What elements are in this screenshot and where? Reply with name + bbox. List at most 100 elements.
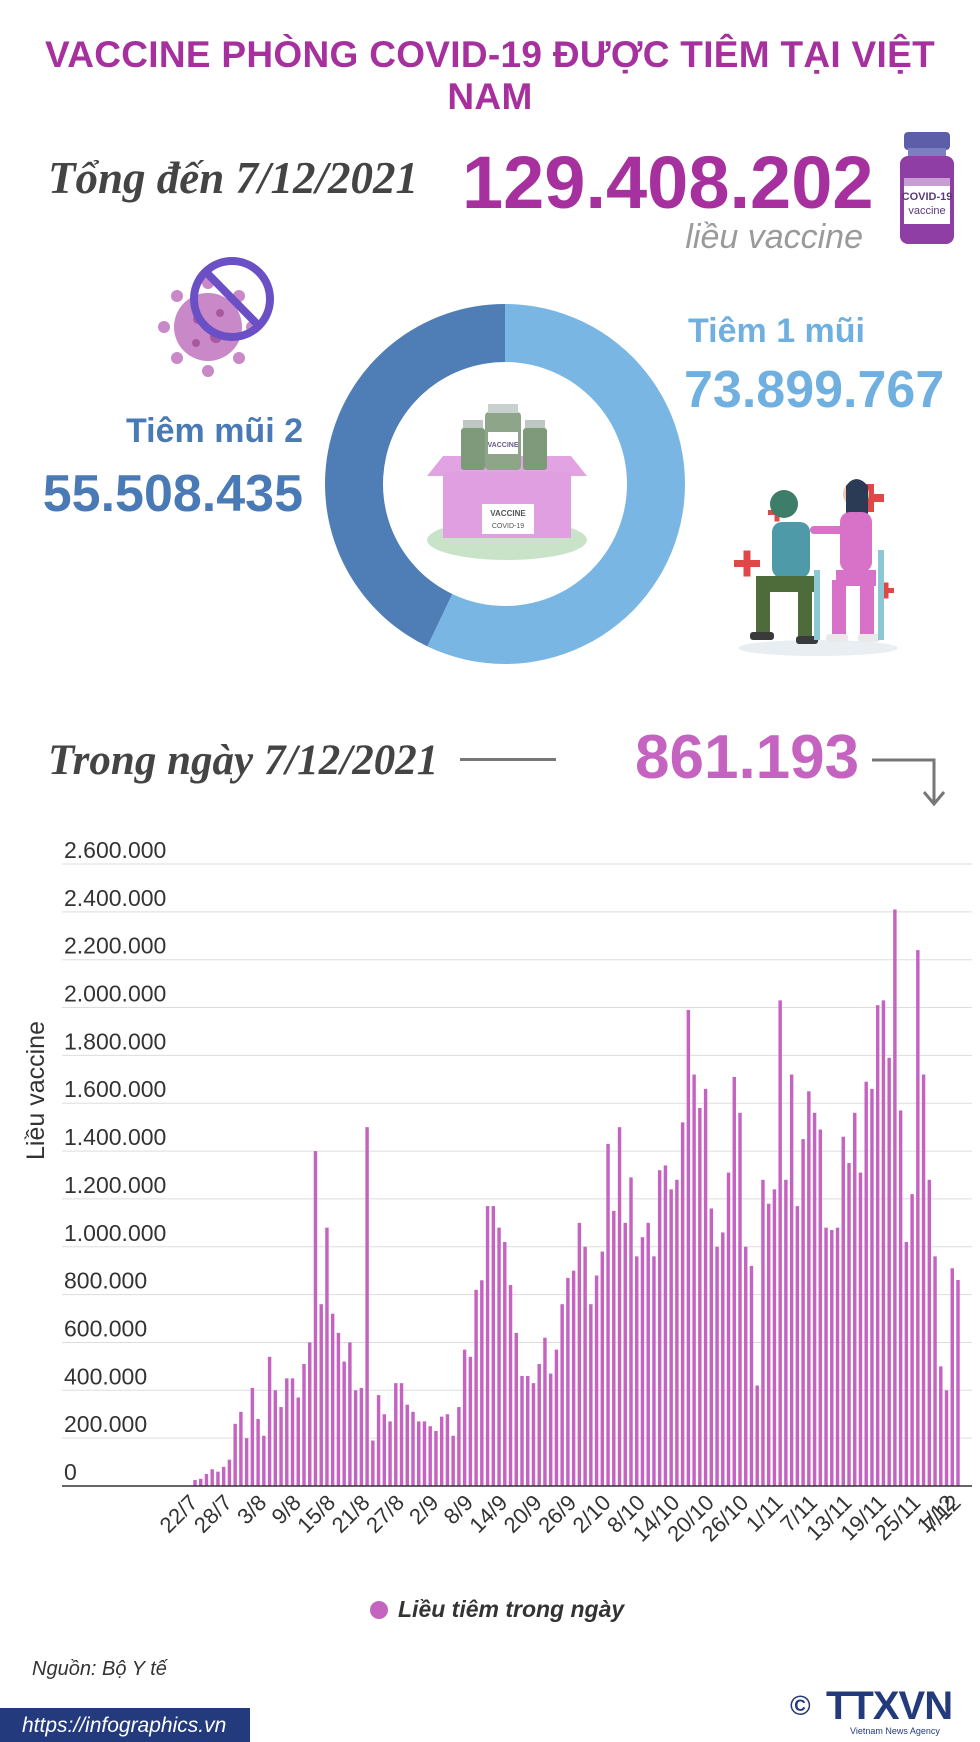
bar	[612, 1210, 616, 1486]
bar	[881, 1000, 886, 1486]
dose1-value: 73.899.767	[684, 361, 945, 419]
x-tick-label: 27/8	[361, 1490, 409, 1538]
bar	[388, 1421, 392, 1486]
bar	[726, 1172, 731, 1486]
bar	[692, 1074, 696, 1486]
bar	[853, 1112, 857, 1486]
bar	[376, 1395, 381, 1486]
bar	[715, 1246, 719, 1486]
bar	[313, 1151, 318, 1486]
bar	[348, 1342, 352, 1486]
bar	[847, 1163, 851, 1486]
bar	[583, 1246, 587, 1486]
box-label-bottom: COVID-19	[492, 523, 524, 530]
donut-slice-dose1	[427, 304, 685, 664]
bar	[216, 1471, 220, 1486]
y-tick-label: 1.600.000	[64, 1076, 166, 1102]
dose-donut-chart: VACCINE COVID-19 VACCINE	[325, 304, 685, 664]
bar	[199, 1478, 203, 1486]
dose2-value: 55.508.435	[42, 465, 303, 523]
bar	[606, 1143, 610, 1486]
bar	[623, 1222, 627, 1486]
bar	[910, 1194, 914, 1486]
bar	[279, 1407, 283, 1486]
virus-ban-icon	[158, 257, 274, 377]
bar	[761, 1179, 765, 1486]
bar	[267, 1356, 272, 1486]
chart-bars	[193, 909, 960, 1486]
bar	[916, 950, 920, 1486]
y-tick-label: 1.000.000	[64, 1220, 166, 1246]
day-value: 861.193	[635, 723, 860, 792]
bar	[939, 1366, 943, 1486]
bar	[422, 1421, 427, 1486]
bar	[577, 1222, 582, 1486]
bar	[204, 1474, 209, 1486]
bar	[548, 1373, 553, 1486]
bar	[330, 1313, 335, 1486]
bar	[898, 1110, 903, 1486]
page-title: VACCINE PHÒNG COVID-19 ĐƯỢC TIÊM TẠI VIỆ…	[44, 34, 935, 117]
bar	[904, 1241, 909, 1486]
dose1-label: Tiêm 1 mũi	[688, 312, 865, 350]
bar	[824, 1227, 828, 1486]
footer-url-link[interactable]: https://infographics.vn	[22, 1714, 227, 1737]
bar	[875, 1005, 880, 1486]
bar	[784, 1179, 788, 1486]
bar	[830, 1230, 834, 1486]
bar	[359, 1387, 364, 1486]
bar	[485, 1206, 490, 1486]
vaccination-illustration	[734, 479, 898, 656]
bar	[434, 1430, 438, 1486]
bar	[371, 1440, 375, 1486]
bar	[721, 1232, 725, 1486]
bar	[921, 1074, 926, 1486]
logo-tagline: Vietnam News Agency	[850, 1726, 940, 1736]
bar	[956, 1279, 960, 1486]
bar	[250, 1387, 255, 1486]
bar	[744, 1246, 748, 1486]
vaccine-vial-icon: COVID-19 vaccine	[900, 132, 954, 244]
bar	[227, 1459, 232, 1486]
chart-y-ticks: 0 200.000 400.000 600.000 800.000 1.000.000 1.…	[64, 837, 166, 1485]
y-tick-label: 400.000	[64, 1363, 147, 1389]
y-tick-label: 200.000	[64, 1411, 147, 1437]
bar	[738, 1112, 742, 1486]
source-note: Nguồn: Bộ Y tế	[32, 1658, 167, 1680]
bar	[296, 1397, 300, 1486]
bar	[680, 1122, 685, 1486]
bar	[635, 1256, 639, 1486]
bar	[531, 1383, 536, 1486]
bar	[290, 1378, 295, 1486]
bar	[870, 1088, 874, 1486]
bar	[703, 1088, 708, 1486]
bar	[462, 1349, 467, 1486]
bottle-label: VACCINE	[488, 442, 519, 449]
chart-y-axis-label: Liều vaccine	[22, 1021, 50, 1160]
y-tick-label: 2.400.000	[64, 885, 166, 911]
y-tick-label: 2.000.000	[64, 981, 166, 1007]
bar	[394, 1383, 398, 1486]
bar	[675, 1179, 679, 1486]
bar	[927, 1179, 932, 1486]
bar	[571, 1270, 576, 1486]
bar	[336, 1332, 341, 1486]
y-tick-label: 1.200.000	[64, 1172, 166, 1198]
bar	[411, 1411, 415, 1486]
arrow-down-icon	[872, 758, 946, 807]
bar	[950, 1268, 954, 1486]
bar	[766, 1203, 771, 1486]
bar	[221, 1466, 226, 1486]
bar	[365, 1127, 369, 1486]
y-tick-label: 2.200.000	[64, 933, 166, 959]
bar	[554, 1349, 559, 1486]
bar	[468, 1356, 473, 1486]
bar	[663, 1165, 668, 1486]
bar	[732, 1076, 736, 1486]
chart-x-ticks: 22/728/73/89/815/821/827/82/98/914/920/9…	[155, 1490, 966, 1547]
bar	[543, 1337, 547, 1486]
legend-label: Liều tiêm trong ngày	[398, 1596, 625, 1622]
bar	[566, 1277, 570, 1486]
bar	[749, 1265, 754, 1486]
bar	[594, 1275, 599, 1486]
